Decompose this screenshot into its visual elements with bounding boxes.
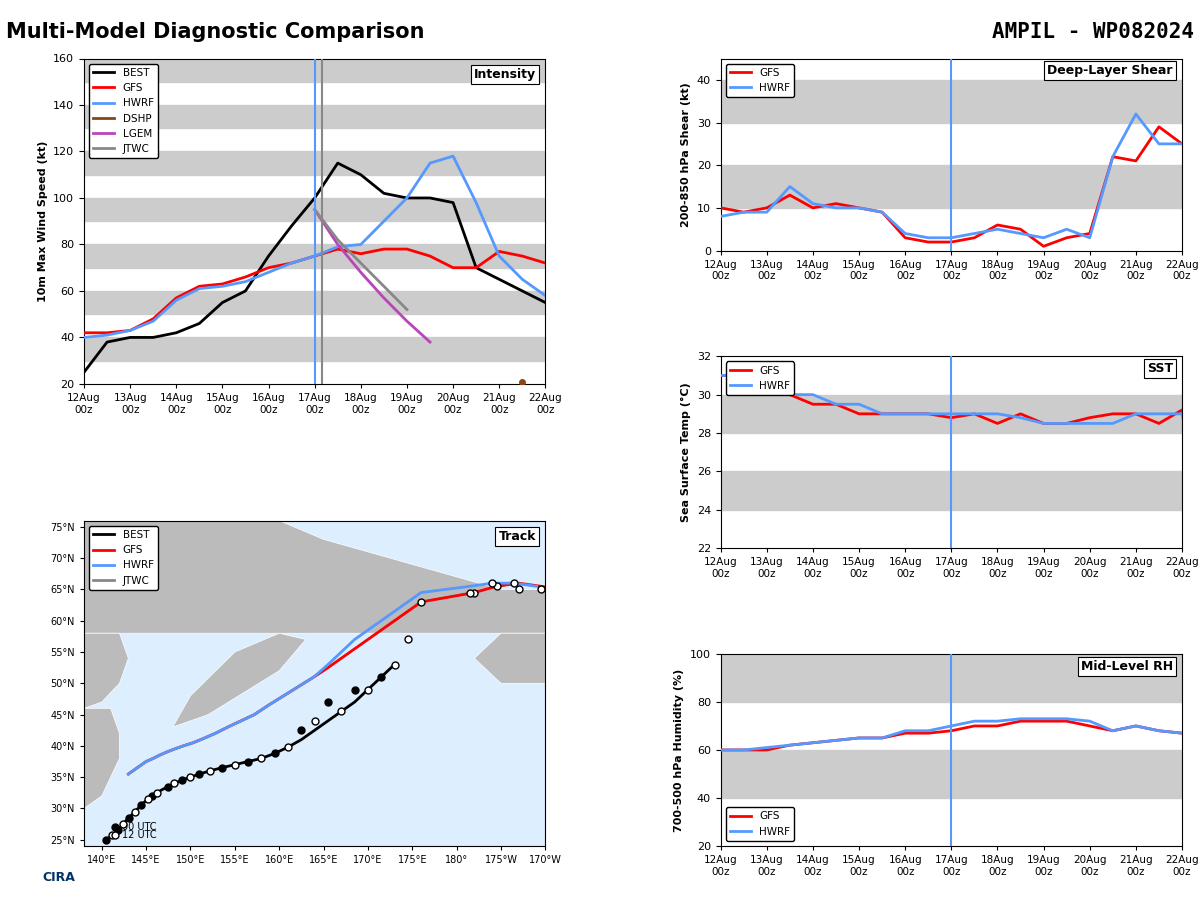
- Legend: GFS, HWRF: GFS, HWRF: [726, 807, 794, 841]
- Y-axis label: Sea Surface Temp (°C): Sea Surface Temp (°C): [682, 382, 691, 522]
- Text: SST: SST: [1147, 362, 1172, 375]
- Polygon shape: [84, 708, 120, 808]
- Text: CIRA: CIRA: [42, 871, 74, 884]
- Y-axis label: 200-850 hPa Shear (kt): 200-850 hPa Shear (kt): [682, 82, 691, 227]
- Bar: [721, 750, 1182, 798]
- Polygon shape: [474, 634, 545, 683]
- Text: Mid-Level RH: Mid-Level RH: [1081, 660, 1172, 672]
- Text: 00 UTC: 00 UTC: [122, 823, 157, 832]
- Text: AMPIL - WP082024: AMPIL - WP082024: [992, 22, 1194, 42]
- Text: Deep-Layer Shear: Deep-Layer Shear: [1048, 64, 1172, 77]
- Legend: BEST, GFS, HWRF, JTWC: BEST, GFS, HWRF, JTWC: [89, 526, 157, 590]
- Bar: [721, 80, 1182, 122]
- Bar: [721, 654, 1182, 702]
- Bar: [84, 291, 545, 314]
- Legend: GFS, HWRF: GFS, HWRF: [726, 64, 794, 97]
- Bar: [84, 245, 545, 267]
- Polygon shape: [173, 634, 306, 727]
- Bar: [721, 472, 1182, 510]
- Bar: [84, 198, 545, 221]
- Legend: BEST, GFS, HWRF, DSHP, LGEM, JTWC: BEST, GFS, HWRF, DSHP, LGEM, JTWC: [89, 64, 157, 158]
- Polygon shape: [84, 634, 128, 708]
- Text: Intensity: Intensity: [474, 68, 536, 81]
- Bar: [84, 338, 545, 361]
- Bar: [84, 151, 545, 175]
- Bar: [721, 166, 1182, 208]
- Bar: [84, 58, 545, 82]
- Bar: [721, 394, 1182, 433]
- Text: Multi-Model Diagnostic Comparison: Multi-Model Diagnostic Comparison: [6, 22, 425, 42]
- Legend: GFS, HWRF: GFS, HWRF: [726, 362, 794, 395]
- Y-axis label: 10m Max Wind Speed (kt): 10m Max Wind Speed (kt): [37, 140, 48, 302]
- Bar: [84, 105, 545, 128]
- Polygon shape: [84, 520, 545, 634]
- Y-axis label: 700-500 hPa Humidity (%): 700-500 hPa Humidity (%): [674, 669, 684, 832]
- Text: 12 UTC: 12 UTC: [122, 830, 157, 840]
- Text: Track: Track: [499, 530, 536, 544]
